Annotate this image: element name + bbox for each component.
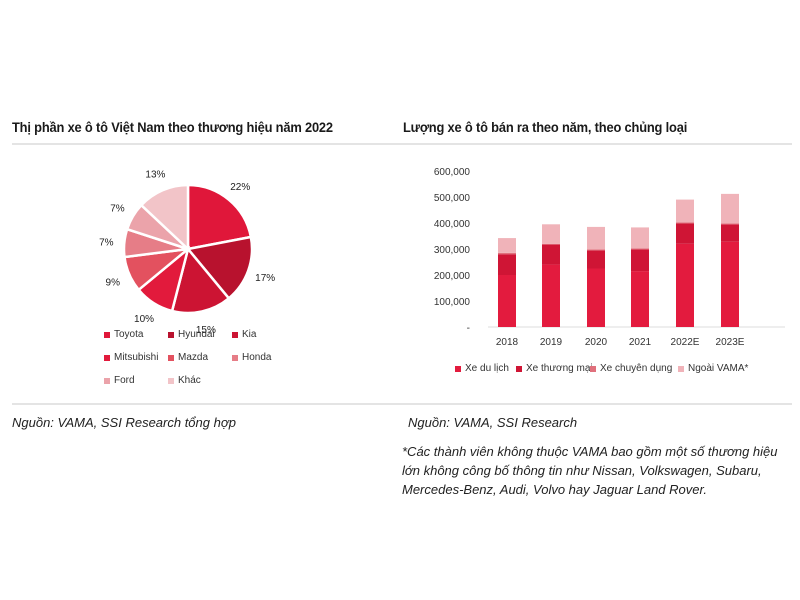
legend-swatch bbox=[168, 331, 174, 338]
legend-swatch bbox=[678, 365, 684, 372]
bar-segment-2019 bbox=[542, 244, 560, 265]
bar-segment-2019 bbox=[542, 224, 560, 244]
y-axis-tick-label: - bbox=[467, 323, 470, 334]
bar-segment-2018 bbox=[498, 254, 516, 275]
bar-segment-2020 bbox=[587, 250, 605, 269]
pie-slice-label: 10% bbox=[134, 314, 154, 325]
pie-legend-item-kia: Kia bbox=[232, 329, 256, 340]
left-title-divider bbox=[12, 143, 400, 145]
bar-segment-2023e bbox=[721, 224, 739, 242]
bar-segment-2021 bbox=[631, 271, 649, 327]
bar-segment-2020 bbox=[587, 249, 605, 251]
pie-slice-hyundai bbox=[185, 235, 254, 301]
bar-segment-2023e bbox=[721, 223, 739, 225]
y-axis-tick-label: 400,000 bbox=[434, 219, 471, 230]
pie-slice-label: 22% bbox=[230, 182, 250, 193]
y-axis-tick-label: 500,000 bbox=[434, 193, 471, 204]
pie-slice-label: 17% bbox=[255, 273, 275, 284]
bar-segment-2018 bbox=[498, 252, 516, 255]
legend-label: Xe thương mại bbox=[526, 363, 593, 374]
legend-swatch bbox=[516, 365, 522, 372]
bar-segment-2022e bbox=[676, 199, 694, 223]
pie-legend-item-honda: Honda bbox=[232, 352, 271, 363]
bar-segment-2022e bbox=[676, 222, 694, 224]
footnote-text: *Các thành viên không thuộc VAMA bao gồm… bbox=[402, 444, 778, 497]
bar-chart-title: Lượng xe ô tô bán ra theo năm, theo chủn… bbox=[403, 119, 688, 135]
legend-swatch bbox=[104, 331, 110, 338]
pie-slice-label: 15% bbox=[196, 325, 216, 336]
legend-label: Hyundai bbox=[178, 329, 215, 340]
legend-swatch bbox=[232, 331, 238, 338]
pie-slice-label: 9% bbox=[106, 278, 121, 289]
bar-segment-2019 bbox=[542, 264, 560, 327]
pie-slice-label: 7% bbox=[99, 237, 114, 248]
bar-legend-item: Xe du lịch bbox=[455, 363, 509, 374]
x-axis-tick-label: 2018 bbox=[496, 337, 519, 348]
legend-swatch bbox=[590, 365, 596, 372]
x-axis-tick-label: 2022E bbox=[671, 337, 700, 348]
bar-segment-2023e bbox=[721, 241, 739, 327]
legend-label: Xe chuyên dụng bbox=[600, 363, 673, 374]
x-axis-tick-label: 2019 bbox=[540, 337, 563, 348]
bar-segment-2021 bbox=[631, 249, 649, 272]
right-source-text: Nguồn: VAMA, SSI Research bbox=[408, 415, 578, 430]
legend-swatch bbox=[168, 354, 174, 361]
bar-segment-2022e bbox=[676, 243, 694, 327]
bar-legend-item: Ngoài VAMA* bbox=[678, 363, 748, 374]
legend-label: Mitsubishi bbox=[114, 352, 159, 363]
bar-segment-2020 bbox=[587, 268, 605, 327]
pie-legend-item-mitsubishi: Mitsubishi bbox=[104, 352, 158, 363]
pie-slice-label: 13% bbox=[145, 170, 165, 181]
y-axis-tick-label: 100,000 bbox=[434, 297, 471, 308]
bar-legend-item: Xe thương mại bbox=[516, 363, 593, 374]
legend-label: Honda bbox=[242, 352, 272, 363]
sales-stacked-bar-chart: 600,000 500,000 400,000 300,000 200,000 100,0… bbox=[434, 167, 785, 348]
bar-segment-2019 bbox=[542, 243, 560, 245]
bar-segment-2021 bbox=[631, 227, 649, 249]
legend-label: Ngoài VAMA* bbox=[688, 363, 749, 374]
left-source-text: Nguồn: VAMA, SSI Research tổng hợp bbox=[12, 415, 236, 430]
left-source-divider bbox=[12, 403, 400, 405]
y-axis-tick-label: 600,000 bbox=[434, 167, 471, 178]
x-axis-tick-label: 2023E bbox=[716, 337, 745, 348]
pie-slice-label: 7% bbox=[110, 203, 125, 214]
right-source-divider bbox=[400, 403, 792, 405]
legend-swatch bbox=[104, 377, 110, 384]
bar-segment-2021 bbox=[631, 248, 649, 250]
bar-segment-2020 bbox=[587, 226, 605, 250]
legend-label: Mazda bbox=[178, 352, 209, 363]
legend-swatch bbox=[232, 354, 238, 361]
legend-label: Kia bbox=[242, 329, 257, 340]
pie-legend-item-toyota: Toyota bbox=[104, 329, 143, 340]
x-axis-tick-label: 2021 bbox=[629, 337, 652, 348]
bar-segment-2018 bbox=[498, 275, 516, 327]
legend-label: Khác bbox=[178, 375, 201, 386]
legend-label: Xe du lịch bbox=[465, 363, 509, 374]
pie-slice-toyota bbox=[186, 183, 253, 251]
pie-legend-item-hyundai: Hyundai bbox=[168, 329, 215, 340]
legend-swatch bbox=[168, 377, 174, 384]
pie-legend-item-mazda: Mazda bbox=[168, 352, 208, 363]
x-axis-tick-label: 2020 bbox=[585, 337, 608, 348]
market-share-pie-chart: 22% 17% 15% 10% 9% 7% 7% 13% bbox=[99, 170, 275, 336]
legend-label: Ford bbox=[114, 375, 135, 386]
bar-segment-2023e bbox=[721, 193, 739, 224]
y-axis-tick-label: 200,000 bbox=[434, 271, 471, 282]
pie-legend-item-khác: Khác bbox=[168, 375, 201, 386]
pie-slice-kia bbox=[170, 246, 231, 315]
legend-swatch bbox=[455, 365, 461, 372]
pie-legend-item-ford: Ford bbox=[104, 375, 135, 386]
right-title-divider bbox=[400, 143, 792, 145]
legend-label: Toyota bbox=[114, 329, 144, 340]
bar-segment-2018 bbox=[498, 238, 516, 253]
legend-swatch bbox=[104, 354, 110, 361]
pie-chart-title: Thị phần xe ô tô Việt Nam theo thương hi… bbox=[12, 119, 333, 135]
bar-segment-2022e bbox=[676, 223, 694, 244]
y-axis-tick-label: 300,000 bbox=[434, 245, 471, 256]
pie-slice-khác bbox=[139, 183, 190, 252]
bar-legend-item: Xe chuyên dụng bbox=[590, 363, 672, 374]
